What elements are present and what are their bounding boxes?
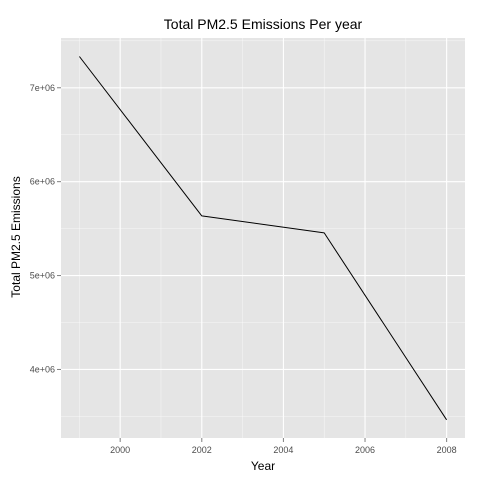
y-tick-label: 5e+06: [30, 271, 55, 281]
minor-gridlines: [61, 38, 465, 438]
series-line: [79, 56, 448, 421]
y-tick-label: 6e+06: [30, 177, 55, 187]
y-tick-label: 7e+06: [30, 83, 55, 93]
x-tick-label: 2006: [355, 445, 375, 455]
x-axis-ticks: 2000 2002 2004 2006 2008: [110, 438, 457, 455]
y-axis-ticks: 4e+06 5e+06 6e+06 7e+06: [30, 83, 61, 374]
x-axis-label: Year: [251, 459, 275, 473]
major-gridlines: [61, 38, 465, 438]
y-axis-label: Total PM2.5 Emissions: [9, 176, 23, 297]
plot-panel: [61, 38, 465, 438]
x-tick-label: 2000: [110, 445, 130, 455]
y-tick-label: 4e+06: [30, 364, 55, 374]
x-tick-label: 2008: [437, 445, 457, 455]
x-tick-label: 2004: [273, 445, 293, 455]
series-layer: [79, 56, 448, 421]
chart-title: Total PM2.5 Emissions Per year: [164, 16, 363, 32]
x-tick-label: 2002: [192, 445, 212, 455]
